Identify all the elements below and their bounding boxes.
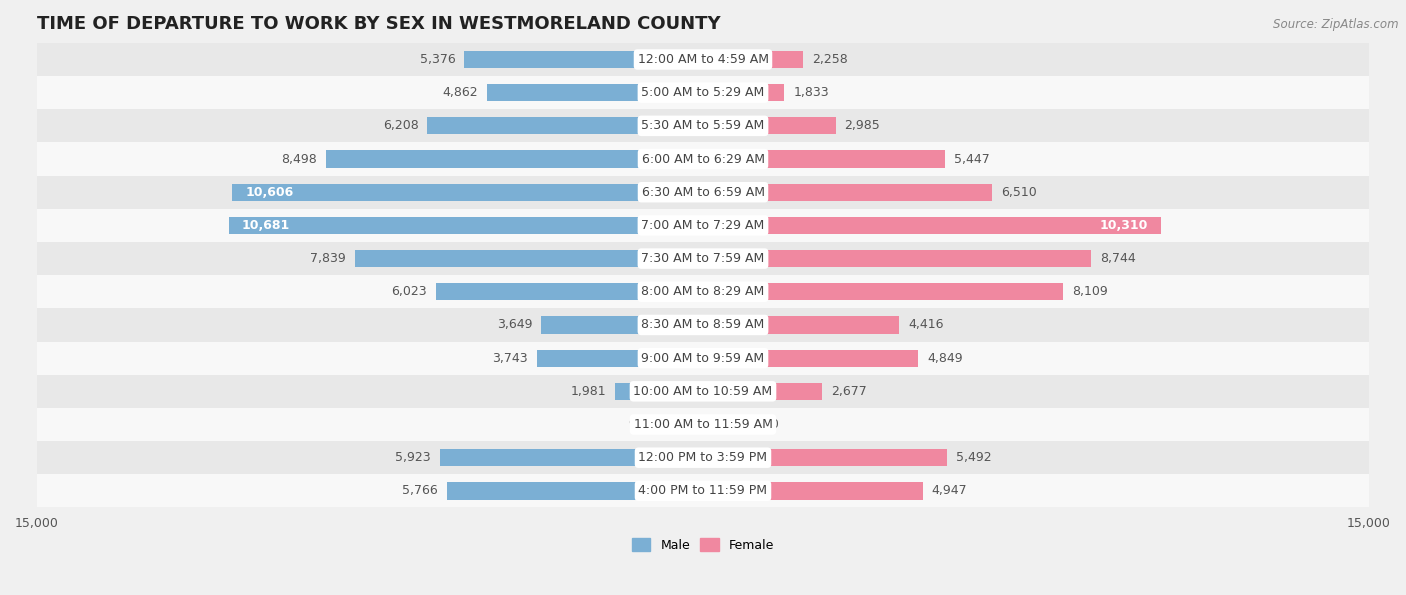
Bar (703, 449, 946, 466)
Text: 5,766: 5,766 (402, 484, 439, 497)
Text: 6,510: 6,510 (1001, 186, 1036, 199)
Text: 5,492: 5,492 (956, 451, 991, 464)
Bar (703, 84, 785, 101)
Text: 8,498: 8,498 (281, 152, 316, 165)
Bar (703, 250, 1091, 267)
Bar (229, 217, 703, 234)
Text: 2,985: 2,985 (845, 120, 880, 132)
Bar (537, 349, 703, 367)
Bar (703, 317, 898, 334)
Text: 7:30 AM to 7:59 AM: 7:30 AM to 7:59 AM (641, 252, 765, 265)
Text: TIME OF DEPARTURE TO WORK BY SEX IN WESTMORELAND COUNTY: TIME OF DEPARTURE TO WORK BY SEX IN WEST… (37, 15, 720, 33)
Bar (37, 43, 1369, 76)
Text: 3,649: 3,649 (496, 318, 531, 331)
Text: 9:00 AM to 9:59 AM: 9:00 AM to 9:59 AM (641, 352, 765, 365)
Bar (703, 283, 1063, 300)
Bar (37, 308, 1369, 342)
Text: 5:30 AM to 5:59 AM: 5:30 AM to 5:59 AM (641, 120, 765, 132)
Bar (232, 184, 703, 201)
Text: 4,947: 4,947 (932, 484, 967, 497)
Bar (703, 483, 922, 500)
Text: 10:00 AM to 10:59 AM: 10:00 AM to 10:59 AM (634, 385, 772, 398)
Bar (37, 408, 1369, 441)
Text: 2,258: 2,258 (813, 53, 848, 66)
Text: 970: 970 (755, 418, 779, 431)
Bar (37, 176, 1369, 209)
Text: 6:30 AM to 6:59 AM: 6:30 AM to 6:59 AM (641, 186, 765, 199)
Text: 10,606: 10,606 (246, 186, 294, 199)
Text: 4,416: 4,416 (908, 318, 943, 331)
Bar (37, 441, 1369, 474)
Text: 8,744: 8,744 (1099, 252, 1136, 265)
Text: 10,681: 10,681 (242, 219, 290, 232)
Bar (703, 383, 823, 400)
Bar (436, 283, 703, 300)
Bar (703, 184, 993, 201)
Text: 10,310: 10,310 (1099, 219, 1147, 232)
Text: 12:00 PM to 3:59 PM: 12:00 PM to 3:59 PM (638, 451, 768, 464)
Text: 4,849: 4,849 (927, 352, 963, 365)
Text: 8,109: 8,109 (1071, 285, 1108, 298)
Bar (37, 342, 1369, 375)
Text: 6,023: 6,023 (391, 285, 426, 298)
Text: 2,677: 2,677 (831, 385, 866, 398)
Text: 6:00 AM to 6:29 AM: 6:00 AM to 6:29 AM (641, 152, 765, 165)
Bar (37, 109, 1369, 142)
Bar (37, 242, 1369, 275)
Text: 4,862: 4,862 (443, 86, 478, 99)
Text: 8:30 AM to 8:59 AM: 8:30 AM to 8:59 AM (641, 318, 765, 331)
Bar (614, 383, 703, 400)
Text: 6,208: 6,208 (382, 120, 419, 132)
Text: 4:00 PM to 11:59 PM: 4:00 PM to 11:59 PM (638, 484, 768, 497)
Bar (37, 474, 1369, 508)
Bar (661, 416, 703, 433)
Bar (354, 250, 703, 267)
Text: Source: ZipAtlas.com: Source: ZipAtlas.com (1274, 18, 1399, 31)
Bar (37, 76, 1369, 109)
Bar (486, 84, 703, 101)
Bar (440, 449, 703, 466)
Bar (541, 317, 703, 334)
Bar (703, 151, 945, 168)
Text: 8:00 AM to 8:29 AM: 8:00 AM to 8:29 AM (641, 285, 765, 298)
Bar (37, 275, 1369, 308)
Text: 5,447: 5,447 (953, 152, 990, 165)
Text: 1,833: 1,833 (793, 86, 830, 99)
Bar (703, 51, 803, 68)
Bar (427, 117, 703, 134)
Text: 952: 952 (628, 418, 652, 431)
Bar (37, 142, 1369, 176)
Text: 5:00 AM to 5:29 AM: 5:00 AM to 5:29 AM (641, 86, 765, 99)
Text: 3,743: 3,743 (492, 352, 527, 365)
Text: 7,839: 7,839 (311, 252, 346, 265)
Bar (703, 416, 747, 433)
Text: 5,376: 5,376 (419, 53, 456, 66)
Text: 12:00 AM to 4:59 AM: 12:00 AM to 4:59 AM (637, 53, 769, 66)
Bar (703, 117, 835, 134)
Bar (703, 217, 1161, 234)
Text: 11:00 AM to 11:59 AM: 11:00 AM to 11:59 AM (634, 418, 772, 431)
Bar (37, 209, 1369, 242)
Bar (447, 483, 703, 500)
Legend: Male, Female: Male, Female (627, 533, 779, 557)
Bar (326, 151, 703, 168)
Text: 5,923: 5,923 (395, 451, 432, 464)
Text: 7:00 AM to 7:29 AM: 7:00 AM to 7:29 AM (641, 219, 765, 232)
Bar (37, 375, 1369, 408)
Text: 1,981: 1,981 (571, 385, 606, 398)
Bar (703, 349, 918, 367)
Bar (464, 51, 703, 68)
